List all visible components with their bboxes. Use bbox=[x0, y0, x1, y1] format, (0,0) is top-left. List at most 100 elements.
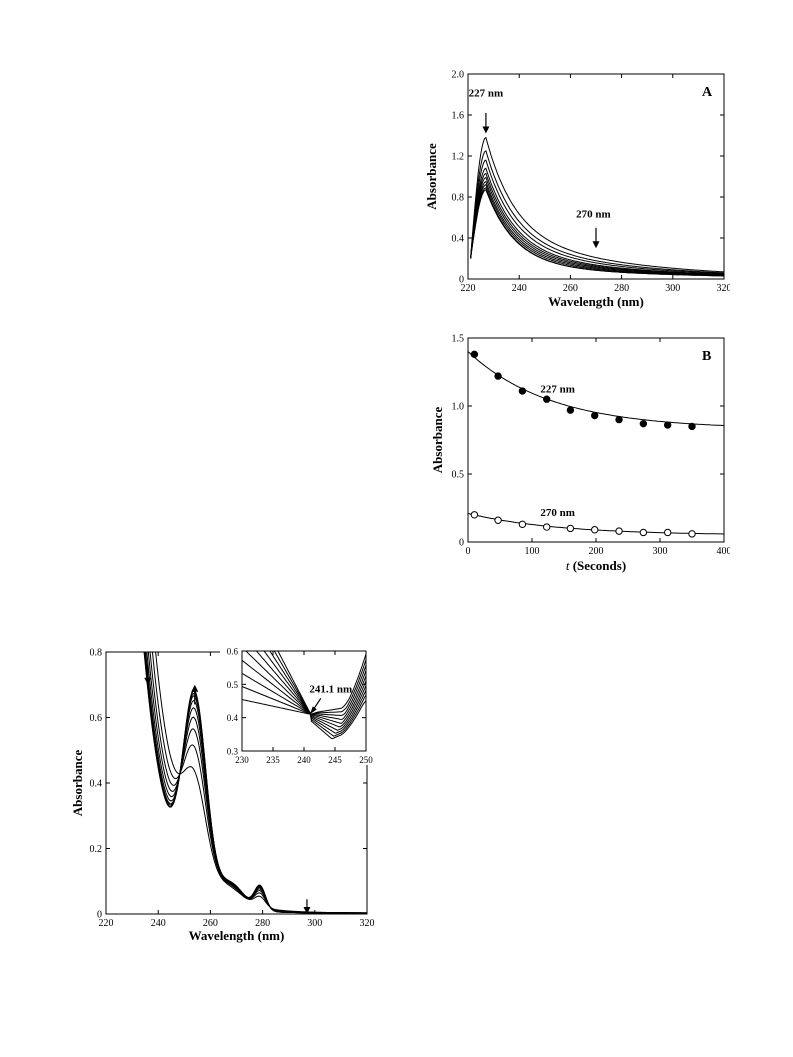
chart-a-panel-label: A bbox=[702, 85, 713, 100]
chart-a-series-8 bbox=[470, 184, 724, 277]
chart-c-y-tick-label: 0.4 bbox=[90, 779, 103, 790]
chart-b-point bbox=[543, 523, 551, 531]
chart-c-arrow-2-head bbox=[191, 684, 199, 692]
chart-a-annotation-2-label: 270 nm bbox=[576, 209, 611, 221]
chart-c-y-tick-label: 0.8 bbox=[90, 648, 103, 659]
chart-b-panel-label: B bbox=[702, 349, 711, 364]
chart-c-inset-series-1 bbox=[277, 651, 366, 740]
chart-b-y-tick-label: 1.5 bbox=[452, 334, 465, 345]
chart-c-inset-series-8 bbox=[242, 665, 366, 717]
chart-a-x-tick-label: 300 bbox=[665, 283, 680, 294]
chart-b-point bbox=[566, 524, 575, 533]
chart-a-series-2 bbox=[470, 150, 725, 274]
chart-a: 220 240 260 280 300 320 0 0.4 0.8 1.2 1.6 2.0 227 nm… bbox=[424, 70, 731, 310]
chart-c-inset-series-group bbox=[242, 651, 366, 740]
chart-a-y-tick-label: 0.8 bbox=[452, 193, 465, 204]
chart-a-x-tick-label: 320 bbox=[717, 283, 731, 294]
chart-b-point bbox=[615, 415, 623, 424]
chart-c-x-tick-label: 280 bbox=[255, 918, 270, 929]
chart-a-y-tick-label: 1.2 bbox=[452, 152, 465, 163]
chart-c-inset-y-tick-label: 0.6 bbox=[227, 647, 239, 657]
chart-b-point bbox=[494, 372, 502, 380]
chart-c-y-axis-label: Absorbance bbox=[70, 750, 85, 817]
chart-b-point bbox=[566, 406, 575, 414]
chart-c-y-tick-label: 0.2 bbox=[90, 844, 103, 855]
chart-b-x-tick-label: 300 bbox=[653, 546, 668, 557]
chart-a-plot-frame bbox=[467, 73, 725, 280]
chart-b-x-tick-label: 100 bbox=[525, 546, 540, 557]
chart-a-x-tick-label: 280 bbox=[614, 283, 629, 294]
chart-a-x-tick-label: 220 bbox=[461, 283, 476, 294]
chart-b-x-tick-label: 0 bbox=[466, 546, 471, 557]
chart-c-x-tick-label: 220 bbox=[99, 918, 114, 929]
chart-a-x-tick-label: 240 bbox=[512, 283, 527, 294]
chart-b-point bbox=[518, 520, 527, 529]
chart-b-point bbox=[518, 387, 527, 395]
chart-a-annotation-1-arrow-head bbox=[482, 126, 490, 134]
chart-c-inset-annotation-arrow-head bbox=[309, 706, 317, 715]
chart-b-point bbox=[470, 350, 479, 359]
chart-b-point bbox=[663, 528, 672, 537]
chart-c-inset-series-5 bbox=[255, 651, 366, 728]
chart-c-inset-series-7 bbox=[242, 659, 366, 720]
chart-a-series-1 bbox=[470, 136, 725, 273]
chart-b-point bbox=[494, 516, 502, 524]
chart-c-inset-series-4 bbox=[263, 651, 366, 731]
chart-b-point bbox=[639, 419, 648, 428]
chart-c-x-axis-label: Wavelength (nm) bbox=[189, 928, 285, 943]
chart-a-y-tick-label: 0.4 bbox=[452, 234, 465, 245]
chart-c-x-tick-label: 320 bbox=[360, 918, 375, 929]
chart-b-point bbox=[470, 511, 479, 519]
chart-b-point bbox=[543, 395, 551, 403]
chart-c-arrow-1-head bbox=[144, 677, 152, 685]
chart-b-point bbox=[591, 526, 599, 534]
chart-c-y-tick-label: 0.6 bbox=[90, 713, 103, 724]
chart-a-x-tick-label: 260 bbox=[563, 283, 578, 294]
chart-b-y-tick-label: 1.0 bbox=[452, 402, 465, 413]
chart-a-y-tick-label: 0 bbox=[459, 275, 464, 286]
chart-c-inset-x-tick-label: 235 bbox=[266, 755, 280, 765]
chart-c-inset-x-tick-label: 250 bbox=[359, 755, 373, 765]
chart-c-x-tick-label: 240 bbox=[151, 918, 166, 929]
chart-c-x-tick-label: 260 bbox=[203, 918, 218, 929]
chart-b: 0 100 200 300 400 0 0.5 1.0 1.5 227 nm 270 nm Bt (S… bbox=[430, 334, 731, 574]
chart-a-y-tick-label: 2.0 bbox=[452, 70, 465, 81]
chart-a-x-axis-label: Wavelength (nm) bbox=[548, 294, 644, 309]
chart-c-arrow-3-head bbox=[303, 907, 311, 914]
chart-a-annotation-1-label: 227 nm bbox=[469, 88, 504, 100]
chart-c-inset-series-10 bbox=[242, 653, 366, 715]
chart-b-series-label-2: 270 nm bbox=[540, 507, 575, 519]
chart-c-inset-x-tick-label: 245 bbox=[328, 755, 342, 765]
chart-b-x-tick-label: 200 bbox=[589, 546, 604, 557]
chart-b-point bbox=[688, 530, 696, 538]
chart-b-point bbox=[591, 411, 599, 420]
chart-c-x-tick-label: 300 bbox=[307, 918, 322, 929]
chart-b-x-axis-label-unit: (Seconds) bbox=[569, 558, 626, 573]
chart-c-series-10 bbox=[143, 652, 367, 914]
chart-b-point bbox=[663, 421, 672, 429]
chart-c-series-group bbox=[143, 652, 367, 914]
chart-c-inset-y-tick-label: 0.4 bbox=[227, 713, 239, 723]
chart-a-y-tick-label: 1.6 bbox=[452, 111, 465, 122]
chart-a-series-3 bbox=[470, 159, 725, 275]
chart-a-annotation-2-arrow-head bbox=[592, 241, 600, 249]
chart-c-inset-y-tick-label: 0.5 bbox=[227, 680, 239, 690]
chart-c-inset-series-9 bbox=[242, 659, 366, 715]
chart-b-x-tick-label: 400 bbox=[717, 546, 731, 557]
chart-c-inset-annotation-label: 241.1 nm bbox=[309, 683, 352, 695]
chart-c-inset-series-2 bbox=[273, 651, 366, 737]
chart-b-point bbox=[639, 528, 648, 537]
chart-b-series-label-1: 227 nm bbox=[540, 383, 575, 395]
chart-a-series-10 bbox=[470, 189, 724, 277]
chart-c: 220 240 260 280 300 320 0 0.2 0.4 0.6 0.8 Wavelengt… bbox=[70, 647, 375, 944]
chart-c-inset-x-tick-label: 240 bbox=[297, 755, 311, 765]
chart-b-y-axis-label: Absorbance bbox=[430, 407, 445, 474]
chart-c-y-tick-label: 0 bbox=[97, 910, 102, 921]
chart-b-x-axis-label: t (Seconds) bbox=[566, 558, 626, 573]
chart-b-point bbox=[615, 527, 623, 535]
chart-c-inset-series-6 bbox=[245, 651, 366, 725]
chart-b-y-tick-label: 0.5 bbox=[452, 470, 465, 481]
chart-c-inset-y-tick-label: 0.3 bbox=[227, 747, 239, 757]
chart-a-series-6 bbox=[470, 176, 724, 276]
chart-b-y-tick-label: 0 bbox=[459, 538, 464, 549]
